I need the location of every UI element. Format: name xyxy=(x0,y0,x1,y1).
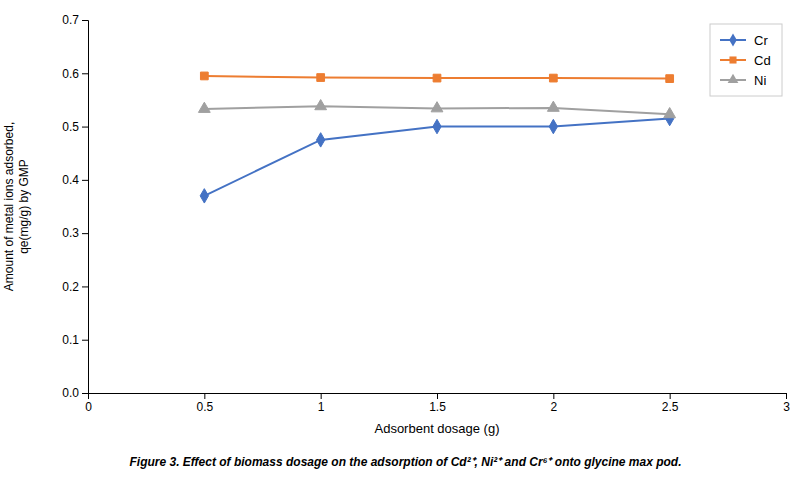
tick: 1.5 xyxy=(429,393,446,414)
tick-mark xyxy=(437,393,438,399)
series-line xyxy=(204,119,669,196)
tick-mark xyxy=(82,180,88,181)
tick-mark xyxy=(204,393,205,399)
tick-label: 0.3 xyxy=(62,226,79,240)
tick-label: 0.0 xyxy=(62,386,79,400)
point xyxy=(547,101,559,111)
y-axis-title-line: Amount of metal ions adsorbed, xyxy=(2,122,16,291)
tick-label: 0.5 xyxy=(62,120,79,134)
legend-label: Cr xyxy=(754,33,768,48)
tick-label: 0.7 xyxy=(62,13,79,27)
tick-label: 0.4 xyxy=(62,173,79,187)
tick-label: 2 xyxy=(550,400,557,414)
point xyxy=(198,102,210,112)
axis-line xyxy=(82,21,89,394)
point xyxy=(431,102,443,112)
legend-marker xyxy=(728,74,739,83)
tick-mark xyxy=(786,393,787,399)
legend-marker xyxy=(729,33,737,46)
y-axis: 0.0 0.1 0.2 0.3 0.4 0.5 0.6 0.7 xyxy=(62,13,88,400)
point xyxy=(549,119,557,133)
legend-box xyxy=(710,24,782,96)
point xyxy=(200,72,208,80)
axis-line xyxy=(89,394,787,400)
legend-item: Ni xyxy=(720,73,766,88)
x-axis: 0 0.5 1 1.5 2 2.5 3 xyxy=(85,393,790,414)
tick-mark xyxy=(321,393,322,399)
tick-mark xyxy=(82,340,88,341)
tick-label: 0.5 xyxy=(196,400,213,414)
tick-label: 0.2 xyxy=(62,280,79,294)
y-axis-title: Amount of metal ions adsorbed,qe(mg/g) b… xyxy=(2,122,31,291)
legend: Cr Cd Ni xyxy=(710,24,782,96)
tick-mark xyxy=(82,233,88,234)
legend-label: Ni xyxy=(754,73,766,88)
tick-mark xyxy=(82,393,88,394)
tick-mark xyxy=(82,286,88,287)
tick: 2.5 xyxy=(662,393,679,414)
x-axis-title: Adsorbent dosage (g) xyxy=(374,421,499,436)
tick: 0.3 xyxy=(62,226,88,240)
tick: 0 xyxy=(85,393,92,414)
tick-label: 0.1 xyxy=(62,333,79,347)
legend-item: Cd xyxy=(720,53,771,68)
y-axis-title-line: qe(mg/g) by GMP xyxy=(17,159,31,254)
point xyxy=(433,74,441,82)
tick: 0.0 xyxy=(62,386,88,400)
marks xyxy=(198,72,675,203)
tick-label: 0.6 xyxy=(62,67,79,81)
tick: 0.4 xyxy=(62,173,88,187)
tick: 3 xyxy=(783,393,790,414)
tick: 0.2 xyxy=(62,280,88,294)
point xyxy=(664,108,676,118)
chart: 0 0.5 1 1.5 2 2.5 3 0.0 0.1 0.2 0.3 0.4 0.5 0.6 0.7 Ads… xyxy=(0,0,811,478)
point xyxy=(317,133,325,147)
tick-label: 2.5 xyxy=(662,400,679,414)
point xyxy=(549,74,557,82)
caption: Figure 3. Effect of biomass dosage on th… xyxy=(129,455,681,469)
legend-marker xyxy=(729,56,736,63)
tick-label: 0 xyxy=(85,400,92,414)
point xyxy=(666,75,674,83)
tick-mark xyxy=(670,393,671,399)
tick-label: 3 xyxy=(783,400,790,414)
point xyxy=(200,189,208,203)
tick-label: 1.5 xyxy=(429,400,446,414)
point xyxy=(315,100,327,110)
tick: 0.5 xyxy=(62,120,88,134)
point xyxy=(433,119,441,133)
tick: 2 xyxy=(550,393,557,414)
legend-item: Cr xyxy=(720,33,768,48)
tick: 0.5 xyxy=(196,393,213,414)
tick: 1 xyxy=(318,393,325,414)
tick: 0.7 xyxy=(62,13,88,27)
tick: 0.6 xyxy=(62,67,88,81)
tick-mark xyxy=(82,73,88,74)
tick-mark xyxy=(553,393,554,399)
legend-label: Cd xyxy=(754,53,771,68)
tick-label: 1 xyxy=(318,400,325,414)
tick-mark xyxy=(82,20,88,21)
plot: 0 0.5 1 1.5 2 2.5 3 0.0 0.1 0.2 0.3 0.4 0.5 0.6 0.7 Ads… xyxy=(2,13,790,436)
tick: 0.1 xyxy=(62,333,88,347)
point xyxy=(317,74,325,82)
tick-mark xyxy=(82,127,88,128)
